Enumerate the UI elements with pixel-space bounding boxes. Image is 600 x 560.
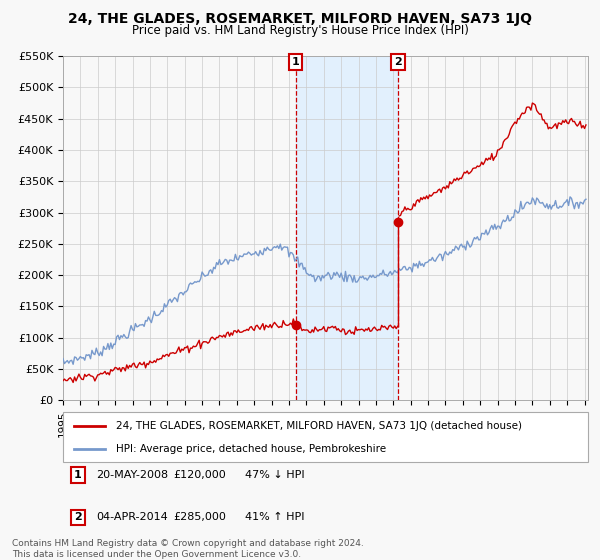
Text: £120,000: £120,000 <box>173 470 226 480</box>
Text: Price paid vs. HM Land Registry's House Price Index (HPI): Price paid vs. HM Land Registry's House … <box>131 24 469 36</box>
Text: 47% ↓ HPI: 47% ↓ HPI <box>245 470 304 480</box>
Text: 1: 1 <box>74 470 82 480</box>
Text: 20-MAY-2008: 20-MAY-2008 <box>96 470 168 480</box>
Text: 1: 1 <box>292 57 299 67</box>
Text: 24, THE GLADES, ROSEMARKET, MILFORD HAVEN, SA73 1JQ: 24, THE GLADES, ROSEMARKET, MILFORD HAVE… <box>68 12 532 26</box>
Text: 04-APR-2014: 04-APR-2014 <box>96 512 168 522</box>
Text: HPI: Average price, detached house, Pembrokeshire: HPI: Average price, detached house, Pemb… <box>115 445 386 454</box>
Text: 24, THE GLADES, ROSEMARKET, MILFORD HAVEN, SA73 1JQ (detached house): 24, THE GLADES, ROSEMARKET, MILFORD HAVE… <box>115 421 521 431</box>
Text: £285,000: £285,000 <box>173 512 226 522</box>
Bar <box>296 56 398 400</box>
Text: 41% ↑ HPI: 41% ↑ HPI <box>245 512 304 522</box>
Text: 2: 2 <box>394 57 401 67</box>
FancyBboxPatch shape <box>63 412 588 462</box>
Text: Contains HM Land Registry data © Crown copyright and database right 2024.
This d: Contains HM Land Registry data © Crown c… <box>12 539 364 559</box>
Text: 2: 2 <box>74 512 82 522</box>
